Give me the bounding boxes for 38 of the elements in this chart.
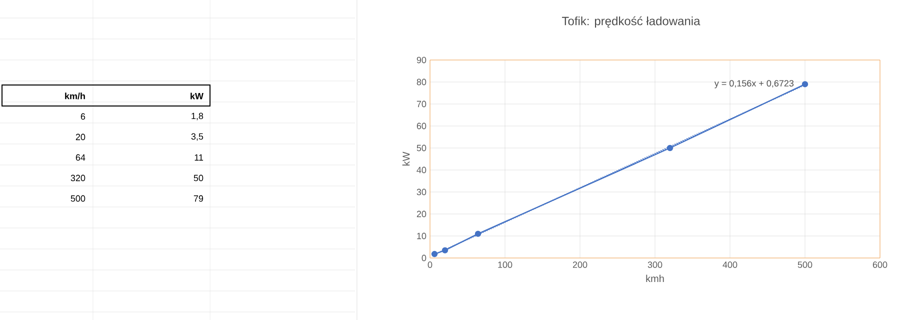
y-tick-label: 90 — [416, 56, 426, 64]
x-axis-title: kmh — [646, 274, 664, 282]
y-axis-title: kW — [402, 152, 410, 166]
y-tick-label: 40 — [416, 166, 426, 174]
x-tick-label: 0 — [428, 262, 432, 268]
text: 20 — [76, 134, 86, 140]
point — [666, 144, 674, 152]
text: 79 — [194, 195, 204, 202]
text: 64 — [76, 154, 86, 161]
text: 6 — [80, 113, 86, 120]
text: 11 — [194, 154, 204, 161]
x-tick-label: 200 — [572, 262, 588, 268]
text: km/h — [65, 92, 85, 100]
text: 500 — [70, 195, 86, 202]
text: 3,5 — [191, 133, 204, 141]
x-tick-label: 500 — [798, 262, 812, 268]
text: 1,8 — [192, 112, 204, 120]
y-tick-label: 50 — [416, 144, 426, 152]
x-tick-label: 600 — [872, 262, 888, 268]
text: 320 — [70, 174, 86, 182]
y-tick-label: 20 — [416, 210, 426, 218]
point — [474, 230, 482, 237]
y-tick-label: 30 — [416, 188, 426, 196]
text: kW — [190, 92, 204, 100]
y-tick-label: 10 — [417, 232, 426, 240]
y-tick-label: 80 — [416, 78, 426, 86]
y-tick-label: 0 — [422, 254, 426, 262]
point — [442, 247, 448, 254]
point — [431, 250, 438, 258]
annotation: y = 0,156x + 0,6723 — [714, 80, 794, 88]
chart-title: Tofik: prędkość ładowania — [562, 16, 700, 28]
x-tick-label: 300 — [648, 262, 662, 268]
y-tick-label: 60 — [416, 122, 426, 130]
x-tick-label: 400 — [722, 262, 738, 268]
text: 50 — [194, 174, 204, 182]
y-tick-label: 70 — [416, 100, 426, 108]
point — [802, 81, 808, 88]
x-tick-label: 100 — [498, 262, 512, 268]
